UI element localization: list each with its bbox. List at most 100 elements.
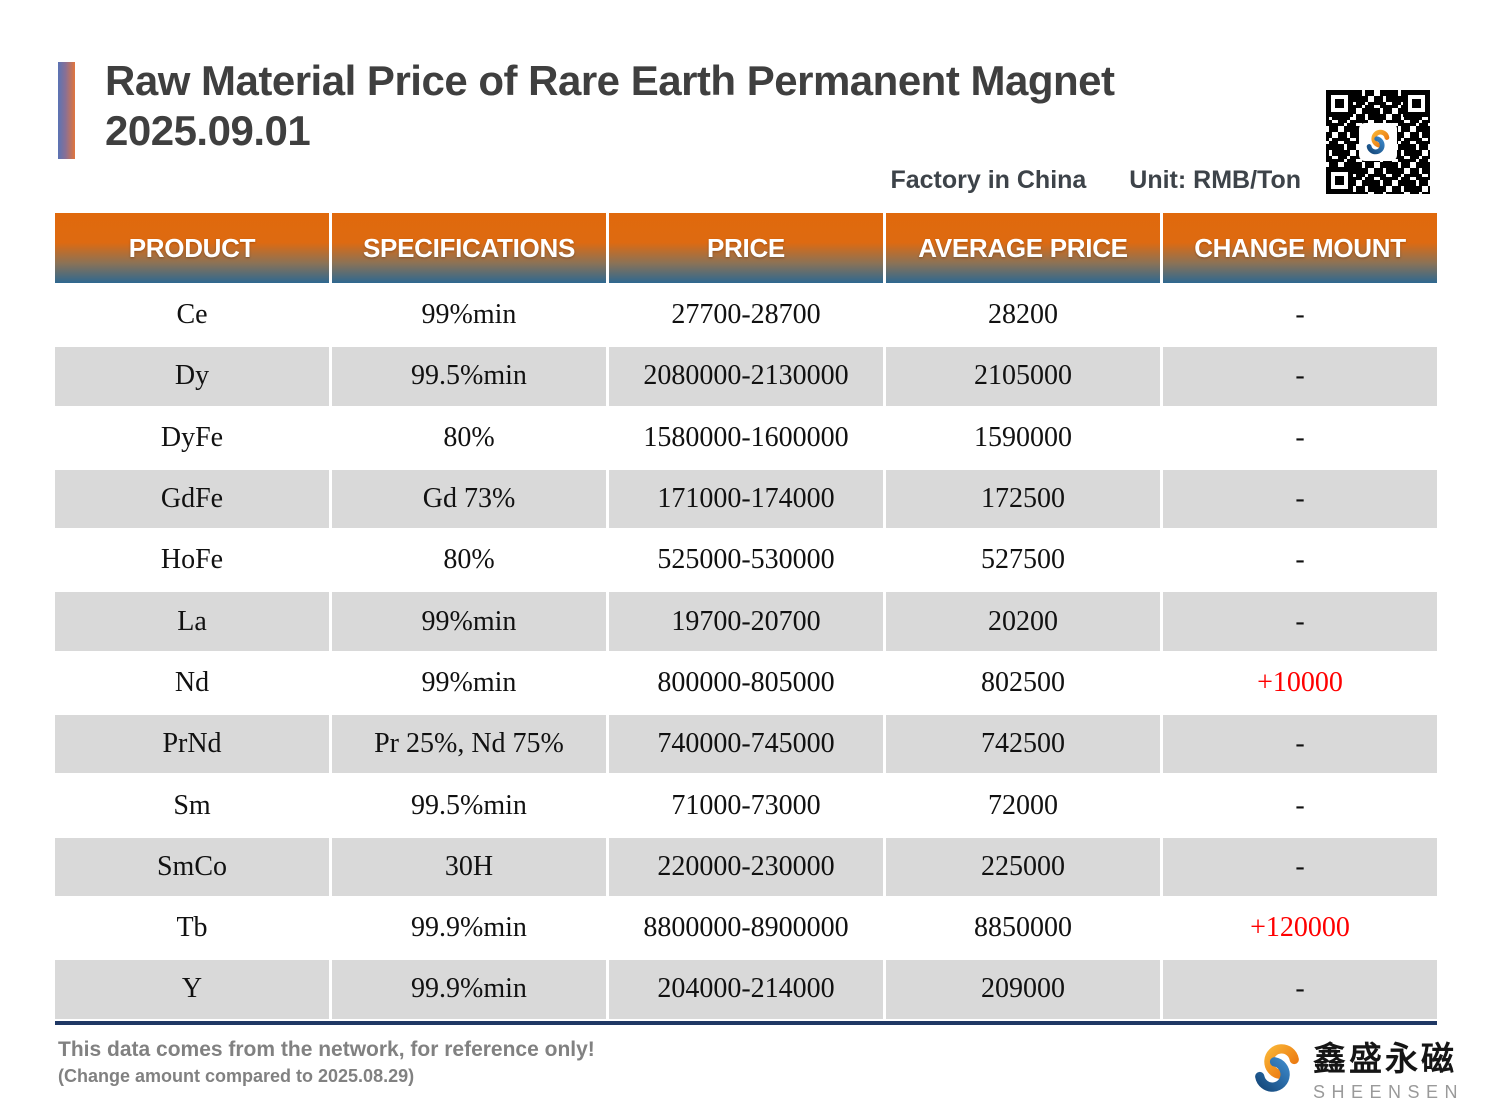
- change-cell: -: [1163, 776, 1437, 835]
- avg-cell: 72000: [886, 776, 1160, 835]
- product-cell: La: [55, 592, 329, 651]
- avg-cell: 20200: [886, 592, 1160, 651]
- avg-cell: 209000: [886, 960, 1160, 1019]
- footer-note: This data comes from the network, for re…: [58, 1038, 595, 1061]
- table-row: Ce 99%min 27700-28700 28200-: [55, 286, 1437, 345]
- price-cell: 204000-214000: [609, 960, 883, 1019]
- price-cell: 19700-20700: [609, 592, 883, 651]
- meta-row: Factory in China Unit: RMB/Ton: [55, 166, 1301, 195]
- spec-cell: 99.9%min: [332, 960, 606, 1019]
- product-cell: Sm: [55, 776, 329, 835]
- product-cell: Dy: [55, 347, 329, 406]
- product-cell: PrNd: [55, 715, 329, 774]
- price-cell: 220000-230000: [609, 837, 883, 896]
- table-row: PrNd Pr 25%, Nd 75% 740000-745000 742500-: [55, 715, 1437, 774]
- spec-cell: 99.5%min: [332, 776, 606, 835]
- avg-cell: 1590000: [886, 408, 1160, 467]
- spec-cell: 99%min: [332, 286, 606, 345]
- product-cell: Tb: [55, 898, 329, 958]
- avg-cell: 28200: [886, 286, 1160, 345]
- product-cell: GdFe: [55, 469, 329, 529]
- spec-cell: 80%: [332, 408, 606, 467]
- spec-cell: 99.9%min: [332, 898, 606, 958]
- price-cell: 8800000-8900000: [609, 898, 883, 958]
- spec-cell: Gd 73%: [332, 469, 606, 529]
- spec-cell: 80%: [332, 531, 606, 590]
- change-cell: +120000: [1163, 898, 1437, 958]
- change-cell: -: [1163, 469, 1437, 529]
- change-cell: -: [1163, 592, 1437, 651]
- column-header-specifications: SPECIFICATIONS: [332, 213, 606, 283]
- price-table: PRODUCT SPECIFICATIONS PRICE AVERAGE PRI…: [55, 213, 1437, 1025]
- product-cell: DyFe: [55, 408, 329, 467]
- change-cell: -: [1163, 837, 1437, 896]
- table-row: Tb 99.9%min 8800000-8900000 8850000 +120000: [55, 898, 1437, 958]
- price-cell: 1580000-1600000: [609, 408, 883, 467]
- column-header-price: PRICE: [609, 213, 883, 283]
- table-row: HoFe 80% 525000-530000 527500-: [55, 531, 1437, 590]
- avg-cell: 8850000: [886, 898, 1160, 958]
- spec-cell: Pr 25%, Nd 75%: [332, 715, 606, 774]
- column-header-change-mount: CHANGE MOUNT: [1163, 213, 1437, 283]
- sheensen-logo-icon: [1255, 1044, 1299, 1092]
- avg-cell: 172500: [886, 469, 1160, 529]
- avg-cell: 742500: [886, 715, 1160, 774]
- qr-finder-icon: [1326, 167, 1353, 194]
- change-cell: -: [1163, 347, 1437, 406]
- brand-logo: 鑫盛永磁 SHEENSEN: [1248, 1040, 1464, 1103]
- change-cell: -: [1163, 960, 1437, 1019]
- price-cell: 27700-28700: [609, 286, 883, 345]
- avg-cell: 802500: [886, 653, 1160, 713]
- change-cell: -: [1163, 286, 1437, 345]
- qr-finder-icon: [1326, 90, 1353, 117]
- price-cell: 800000-805000: [609, 653, 883, 713]
- price-cell: 525000-530000: [609, 531, 883, 590]
- title-accent-bar: [58, 62, 75, 159]
- change-cell: -: [1163, 715, 1437, 774]
- spec-cell: 99.5%min: [332, 347, 606, 406]
- table-bottom-border: [55, 1020, 1437, 1025]
- table-row: Sm 99.5%min 71000-73000 72000-: [55, 776, 1437, 835]
- page-title-text: Raw Material Price of Rare Earth Permane…: [105, 57, 1115, 104]
- table-body: Ce 99%min 27700-28700 28200- Dy 99.5%min 20800…: [55, 283, 1437, 1019]
- spec-cell: 99%min: [332, 653, 606, 713]
- table-row: Y 99.9%min 204000-214000 209000-: [55, 960, 1437, 1019]
- change-cell: +10000: [1163, 653, 1437, 713]
- product-cell: Y: [55, 960, 329, 1019]
- column-header-average-price: AVERAGE PRICE: [886, 213, 1160, 283]
- avg-cell: 2105000: [886, 347, 1160, 406]
- page-title: Raw Material Price of Rare Earth Permane…: [105, 56, 1115, 156]
- brand-name-cn: 鑫盛永磁: [1313, 1042, 1457, 1078]
- product-cell: HoFe: [55, 531, 329, 590]
- factory-label: Factory in China: [890, 166, 1087, 194]
- avg-cell: 225000: [886, 837, 1160, 896]
- table-row: SmCo 30H 220000-230000 225000-: [55, 837, 1437, 896]
- column-header-product: PRODUCT: [55, 213, 329, 283]
- spec-cell: 30H: [332, 837, 606, 896]
- product-cell: Ce: [55, 286, 329, 345]
- table-header-row: PRODUCT SPECIFICATIONS PRICE AVERAGE PRI…: [55, 213, 1437, 283]
- brand-text: 鑫盛永磁 SHEENSEN: [1313, 1040, 1464, 1103]
- price-cell: 2080000-2130000: [609, 347, 883, 406]
- brand-name-en: SHEENSEN: [1313, 1082, 1465, 1102]
- price-cell: 71000-73000: [609, 776, 883, 835]
- product-cell: SmCo: [55, 837, 329, 896]
- product-cell: Nd: [55, 653, 329, 713]
- table-row: GdFe Gd 73% 171000-174000 172500-: [55, 469, 1437, 529]
- table-row: Nd 99%min 800000-805000 802500 +10000: [55, 653, 1437, 713]
- footer-note-sub: (Change amount compared to 2025.08.29): [58, 1066, 415, 1086]
- change-cell: -: [1163, 408, 1437, 467]
- spec-cell: 99%min: [332, 592, 606, 651]
- footer-notes: This data comes from the network, for re…: [58, 1038, 595, 1087]
- table-row: La 99%min 19700-20700 20200-: [55, 592, 1437, 651]
- price-cell: 171000-174000: [609, 469, 883, 529]
- table-row: DyFe 80% 1580000-1600000 1590000-: [55, 408, 1437, 467]
- qr-code: [1322, 86, 1434, 198]
- page-title-date: 2025.09.01: [105, 107, 311, 154]
- qr-finder-icon: [1403, 90, 1430, 117]
- avg-cell: 527500: [886, 531, 1160, 590]
- unit-label: Unit: RMB/Ton: [1129, 166, 1301, 194]
- price-cell: 740000-745000: [609, 715, 883, 774]
- table-row: Dy 99.5%min 2080000-2130000 2105000-: [55, 347, 1437, 406]
- change-cell: -: [1163, 531, 1437, 590]
